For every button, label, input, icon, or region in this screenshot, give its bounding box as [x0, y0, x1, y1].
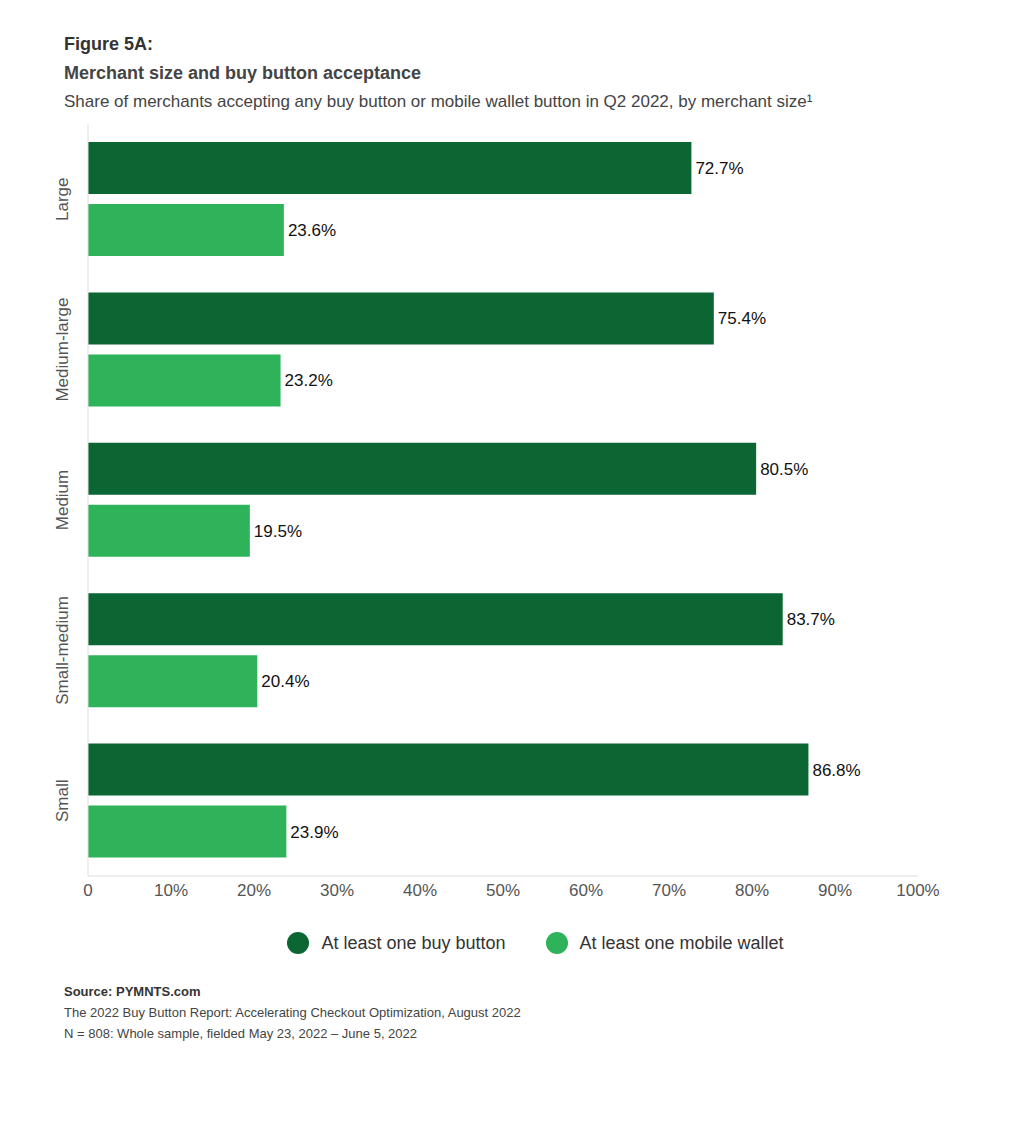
svg-text:0: 0 — [83, 881, 92, 900]
svg-text:Small: Small — [53, 780, 72, 823]
svg-text:72.7%: 72.7% — [695, 159, 743, 178]
html-text:The 2022 Buy Button Report: Ac: The 2022 Buy Button Report: Accelerating… — [64, 1005, 521, 1020]
svg-text:Large: Large — [53, 177, 72, 220]
svg-text:Small-medium: Small-medium — [53, 596, 72, 705]
html-text:Source: PYMNTS.com: Source: PYMNTS.com — [64, 984, 201, 999]
svg-text:23.6%: 23.6% — [288, 221, 336, 240]
svg-text:20%: 20% — [237, 881, 271, 900]
html-text:Merchant size and buy button a: Merchant size and buy button acceptance — [64, 63, 422, 83]
svg-text:100%: 100% — [896, 881, 939, 900]
svg-text:40%: 40% — [403, 881, 437, 900]
html-text:N = 808: Whole sample, fielded: N = 808: Whole sample, fielded May 23, 2… — [64, 1026, 417, 1041]
svg-text:23.2%: 23.2% — [285, 371, 333, 390]
svg-text:50%: 50% — [486, 881, 520, 900]
svg-text:80%: 80% — [735, 881, 769, 900]
svg-text:23.9%: 23.9% — [290, 823, 338, 842]
svg-text:30%: 30% — [320, 881, 354, 900]
html-text:At least one buy button: At least one buy button — [321, 932, 506, 953]
svg-text:19.5%: 19.5% — [254, 522, 302, 541]
svg-text:80.5%: 80.5% — [760, 460, 808, 479]
html-text:Share of merchants accepting a: Share of merchants accepting any buy but… — [64, 92, 813, 111]
html-text:At least one mobile wallet: At least one mobile wallet — [579, 932, 784, 953]
html-text:Figure 5A:: Figure 5A: — [64, 34, 153, 54]
svg-text:60%: 60% — [569, 881, 603, 900]
svg-text:20.4%: 20.4% — [261, 672, 309, 691]
svg-text:90%: 90% — [818, 881, 852, 900]
svg-text:10%: 10% — [154, 881, 188, 900]
svg-text:Medium: Medium — [53, 470, 72, 530]
svg-text:70%: 70% — [652, 881, 686, 900]
svg-text:75.4%: 75.4% — [718, 309, 766, 328]
svg-text:Medium-large: Medium-large — [53, 298, 72, 402]
svg-text:83.7%: 83.7% — [787, 610, 835, 629]
svg-text:86.8%: 86.8% — [812, 761, 860, 780]
